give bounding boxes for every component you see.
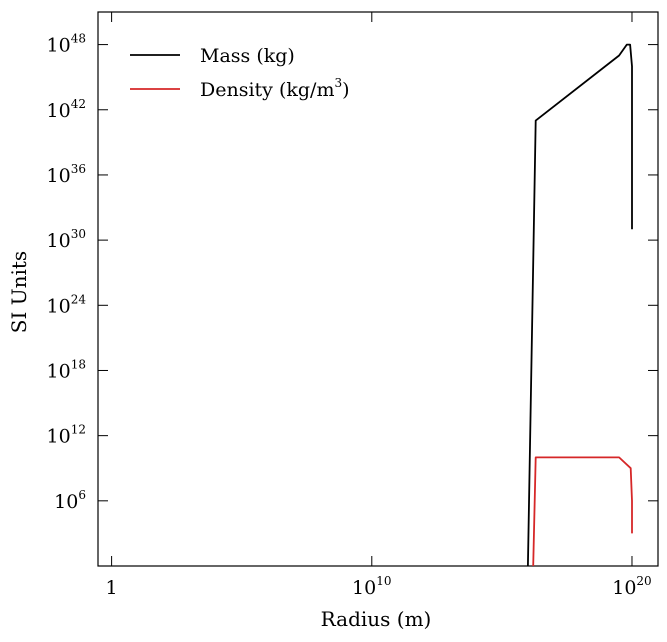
y-axis-label: SI Units — [7, 251, 31, 333]
legend-entry-label: Density (kg/m3) — [200, 76, 350, 101]
y-tick-label: 1042 — [47, 97, 86, 122]
x-axis-label: Radius (m) — [321, 607, 432, 631]
x-tick-label: 1010 — [352, 574, 391, 599]
y-tick-label: 1018 — [47, 357, 86, 382]
series-line-mass — [527, 43, 633, 566]
x-tick-label: 1 — [106, 577, 118, 599]
y-tick-label: 106 — [54, 488, 86, 513]
x-tick-label: 1020 — [612, 574, 651, 599]
legend: Mass (kg) Density (kg/m3) — [130, 45, 350, 101]
y-tick-label: 1030 — [47, 227, 86, 252]
y-tick-label: 1024 — [47, 292, 87, 317]
plot-area — [97, 11, 659, 567]
y-tick-label: 1012 — [47, 423, 86, 448]
legend-entry-label: Mass (kg) — [200, 45, 295, 67]
y-tick-label: 1048 — [47, 32, 86, 57]
y-tick-label: 1036 — [47, 162, 86, 187]
series-line-density — [532, 456, 633, 566]
